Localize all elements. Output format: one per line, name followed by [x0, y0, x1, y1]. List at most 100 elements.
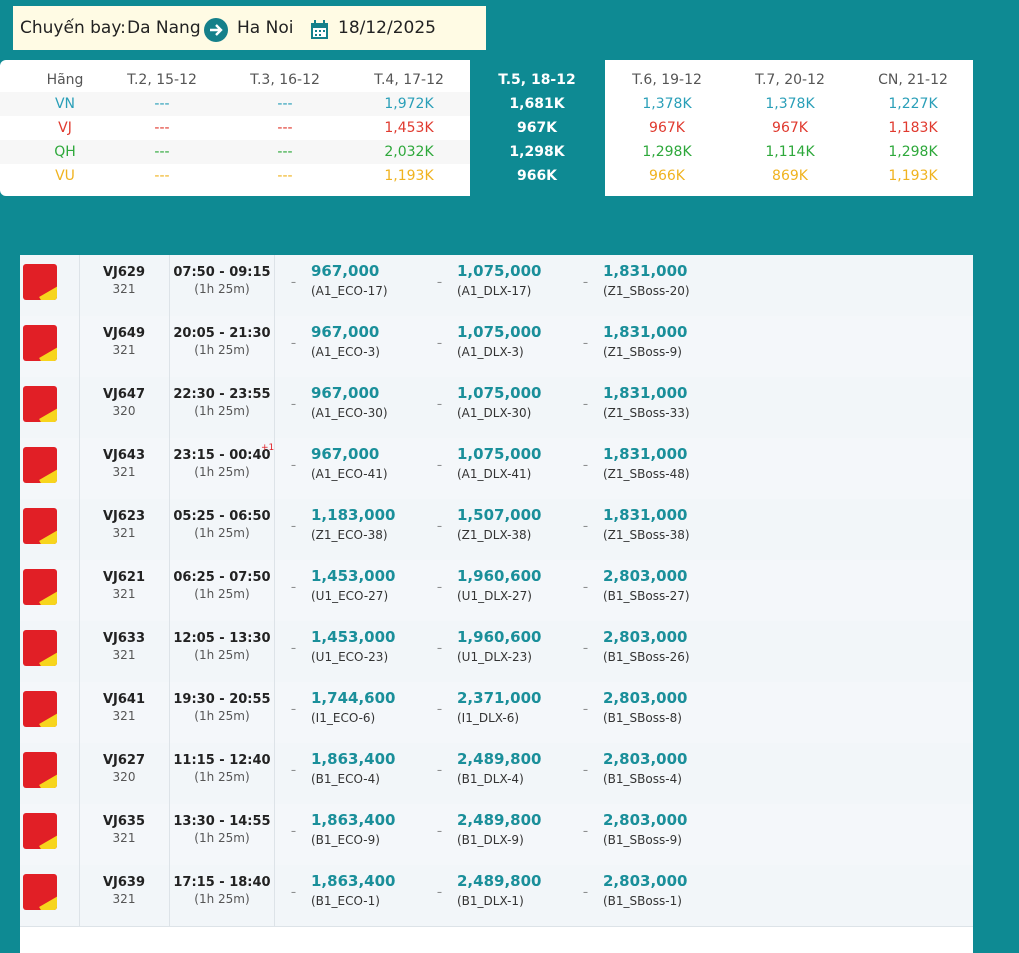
column-header: CN, 21-12	[878, 72, 948, 88]
airline-logo	[23, 630, 57, 666]
fare-class: (A1_ECO-41)	[311, 467, 388, 481]
fare-price: 1,960,600	[457, 567, 542, 585]
fare-class: (B1_DLX-1)	[457, 894, 524, 908]
column-divider	[169, 316, 170, 377]
flight-row: VJ621 321 06:25 - 07:50 (1h 25m) – 1,453,000 (…	[20, 560, 973, 622]
airline-logo	[23, 813, 57, 849]
price-cell: 967K	[516, 120, 558, 136]
fare-price: 967,000	[311, 445, 380, 463]
fare-class: (I1_DLX-6)	[457, 711, 520, 725]
fare-price: 1,960,600	[457, 628, 542, 646]
fare-price: 1,863,400	[311, 750, 396, 768]
fare-price: 967,000	[311, 384, 380, 402]
flight-row: VJ649 321 20:05 - 21:30 (1h 25m) – 967,000 (A1…	[20, 316, 973, 378]
flight-time: 05:25 - 06:50	[173, 509, 271, 524]
logo-stripe	[39, 467, 57, 483]
fare-dash: –	[437, 887, 442, 898]
column-divider	[169, 682, 170, 743]
fare-class: (A1_ECO-30)	[311, 406, 388, 420]
fare-class: (A1_ECO-3)	[311, 345, 380, 359]
fare-price: 1,863,400	[311, 811, 396, 829]
flight-code: VJ635	[102, 814, 146, 829]
fare-class: (Z1_SBoss-38)	[603, 528, 690, 542]
logo-stripe	[39, 711, 57, 727]
fare-dash: –	[437, 704, 442, 715]
price-cell: 1,378K	[765, 96, 815, 112]
duration: (1h 25m)	[194, 282, 250, 296]
column-divider	[274, 377, 275, 438]
fare-class: (B1_ECO-1)	[311, 894, 380, 908]
fare-dash: –	[291, 765, 296, 776]
fare-price: 2,803,000	[603, 567, 688, 585]
fare-class: (B1_DLX-4)	[457, 772, 524, 786]
duration: (1h 25m)	[194, 648, 250, 662]
flight-time: 23:15 - 00:40	[173, 448, 271, 463]
route-label: Chuyến bay:	[20, 18, 126, 38]
logo-stripe	[39, 528, 57, 544]
airline-logo	[23, 447, 57, 483]
column-divider	[274, 682, 275, 743]
logo-stripe	[39, 406, 57, 422]
flight-row: VJ623 321 05:25 - 06:50 (1h 25m) – 1,183,000 (…	[20, 499, 973, 561]
fare-class: (U1_DLX-27)	[457, 589, 532, 603]
price-cell: 967K	[649, 120, 685, 136]
fare-dash: –	[291, 582, 296, 593]
fare-class: (Z1_ECO-38)	[311, 528, 388, 542]
fare-class: (Z1_SBoss-33)	[603, 406, 690, 420]
price-cell: 1,681K	[509, 96, 565, 112]
fare-price: 967,000	[311, 323, 380, 341]
column-divider	[274, 743, 275, 804]
fare-dash: –	[291, 521, 296, 532]
price-cell: ---	[154, 144, 170, 160]
summary-row-bg	[0, 116, 470, 140]
column-divider	[169, 865, 170, 926]
fare-class: (B1_SBoss-26)	[603, 650, 690, 664]
price-cell: 966K	[649, 168, 685, 184]
aircraft: 321	[112, 343, 136, 357]
duration: (1h 25m)	[194, 343, 250, 357]
column-divider	[79, 560, 80, 621]
flight-time: 19:30 - 20:55	[173, 692, 271, 707]
aircraft: 320	[112, 770, 136, 784]
fare-dash: –	[437, 826, 442, 837]
column-header: T.5, 18-12	[498, 72, 576, 88]
airline-code: QH	[54, 144, 76, 160]
price-cell: 1,298K	[888, 144, 938, 160]
fare-price: 1,075,000	[457, 262, 542, 280]
column-divider	[79, 377, 80, 438]
fare-price: 967,000	[311, 262, 380, 280]
flight-time: 20:05 - 21:30	[173, 326, 271, 341]
price-cell: 2,032K	[384, 144, 434, 160]
fare-class: (Z1_SBoss-20)	[603, 284, 690, 298]
price-cell: 1,193K	[384, 168, 434, 184]
flight-code: VJ623	[102, 509, 146, 524]
fare-dash: –	[437, 399, 442, 410]
airline-logo	[23, 752, 57, 788]
fare-class: (Z1_SBoss-48)	[603, 467, 690, 481]
column-divider	[274, 316, 275, 377]
price-cell: 869K	[772, 168, 808, 184]
column-divider	[274, 804, 275, 865]
price-cell: 1,183K	[888, 120, 938, 136]
column-header: T.2, 15-12	[127, 72, 197, 88]
fare-price: 1,507,000	[457, 506, 542, 524]
fare-dash: –	[583, 887, 588, 898]
column-divider	[274, 621, 275, 682]
flight-row: VJ635 321 13:30 - 14:55 (1h 25m) – 1,863,400 (…	[20, 804, 973, 866]
price-cell: 1,114K	[765, 144, 815, 160]
column-divider	[79, 682, 80, 743]
aircraft: 321	[112, 587, 136, 601]
flight-row: VJ627 320 11:15 - 12:40 (1h 25m) – 1,863,400 (…	[20, 743, 973, 805]
price-cell: 1,193K	[888, 168, 938, 184]
column-divider	[274, 255, 275, 316]
fare-class: (I1_ECO-6)	[311, 711, 376, 725]
fare-class: (B1_SBoss-1)	[603, 894, 682, 908]
column-divider	[169, 743, 170, 804]
flight-time: 13:30 - 14:55	[173, 814, 271, 829]
column-divider	[79, 255, 80, 316]
aircraft: 321	[112, 892, 136, 906]
summary-row-bg	[0, 92, 470, 116]
airline-logo	[23, 325, 57, 361]
aircraft: 320	[112, 404, 136, 418]
